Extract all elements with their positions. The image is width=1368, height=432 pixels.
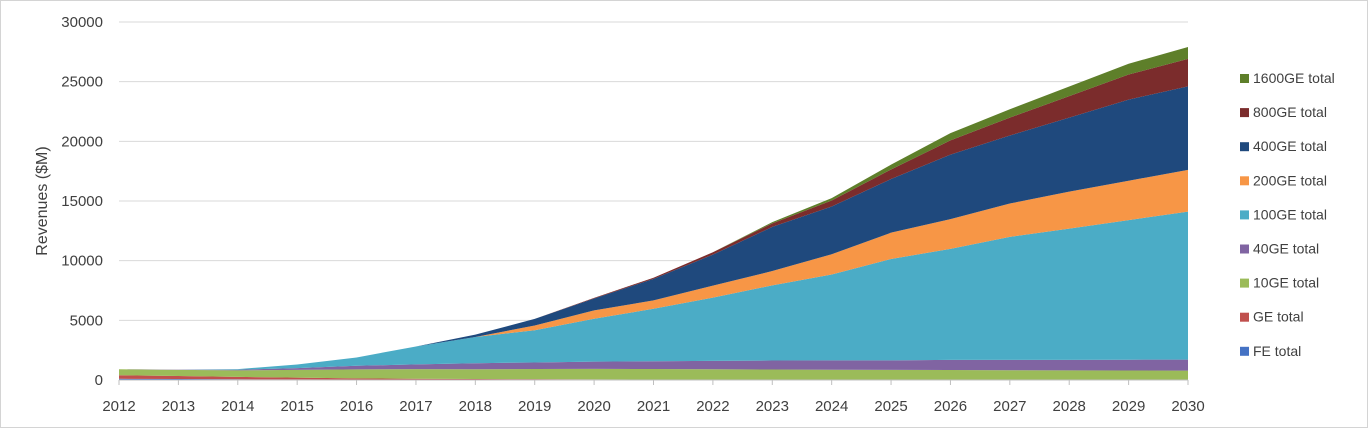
x-tick-label: 2024 bbox=[815, 398, 848, 415]
y-tick-labels: 0 5000 10000 15000 20000 25000 30000 bbox=[61, 14, 103, 389]
area-400ge-total bbox=[119, 86, 1188, 370]
x-tick-label: 2028 bbox=[1053, 398, 1086, 415]
area-40ge-total bbox=[119, 359, 1188, 371]
legend-label: 1600GE total bbox=[1253, 70, 1335, 86]
y-tick-label: 0 bbox=[95, 372, 103, 389]
x-tick-label: 2014 bbox=[221, 398, 254, 415]
x-tick-label: 2025 bbox=[874, 398, 907, 415]
x-tick-label: 2012 bbox=[102, 398, 135, 415]
area-10ge-total bbox=[119, 368, 1188, 380]
x-tick-label: 2029 bbox=[1112, 398, 1145, 415]
legend-swatch bbox=[1240, 278, 1249, 288]
legend-swatch bbox=[1240, 210, 1249, 220]
axes bbox=[118, 379, 1189, 385]
x-tick-labels: 2012 2013 2014 2015 2016 2017 2018 2019 2020 2021… bbox=[102, 398, 1204, 415]
series-areas bbox=[119, 46, 1188, 380]
legend-label: FE total bbox=[1253, 343, 1301, 359]
y-tick-label: 5000 bbox=[70, 312, 103, 329]
legend-label: 400GE total bbox=[1253, 138, 1327, 154]
x-tick-label: 2022 bbox=[696, 398, 729, 415]
y-tick-label: 20000 bbox=[61, 133, 103, 150]
legend-swatch bbox=[1240, 108, 1249, 118]
area-ge-total bbox=[119, 375, 1188, 380]
x-tick-label: 2017 bbox=[399, 398, 432, 415]
legend-label: GE total bbox=[1253, 309, 1304, 325]
y-tick-label: 10000 bbox=[61, 253, 103, 270]
legend-swatch bbox=[1240, 244, 1249, 254]
x-tick-label: 2020 bbox=[577, 398, 610, 415]
x-tick-label: 2015 bbox=[280, 398, 313, 415]
x-tick-label: 2026 bbox=[934, 398, 967, 415]
x-tick-label: 2013 bbox=[162, 398, 195, 415]
legend: 1600GE total 800GE total 400GE total 200GE … bbox=[1240, 70, 1335, 359]
area-100ge-total bbox=[119, 211, 1188, 370]
x-tick-label: 2021 bbox=[637, 398, 670, 415]
legend-swatch bbox=[1240, 346, 1249, 356]
x-tick-label: 2018 bbox=[459, 398, 492, 415]
legend-label: 100GE total bbox=[1253, 206, 1327, 222]
y-tick-label: 25000 bbox=[61, 74, 103, 91]
legend-swatch bbox=[1240, 142, 1249, 152]
x-tick-label: 2016 bbox=[340, 398, 373, 415]
legend-swatch bbox=[1240, 74, 1249, 83]
y-axis-label: Revenues ($M) bbox=[34, 146, 51, 255]
legend-label: 200GE total bbox=[1253, 172, 1327, 188]
x-tick-label: 2019 bbox=[518, 398, 551, 415]
legend-swatch bbox=[1240, 312, 1249, 322]
area-200ge-total bbox=[119, 169, 1188, 370]
legend-label: 40GE total bbox=[1253, 241, 1319, 257]
x-tick-label: 2030 bbox=[1171, 398, 1204, 415]
x-tick-label: 2023 bbox=[756, 398, 789, 415]
legend-swatch bbox=[1240, 176, 1249, 186]
legend-label: 800GE total bbox=[1253, 104, 1327, 120]
y-tick-label: 30000 bbox=[61, 14, 103, 31]
y-tick-label: 15000 bbox=[61, 193, 103, 210]
x-tick-label: 2027 bbox=[993, 398, 1026, 415]
legend-label: 10GE total bbox=[1253, 275, 1319, 291]
